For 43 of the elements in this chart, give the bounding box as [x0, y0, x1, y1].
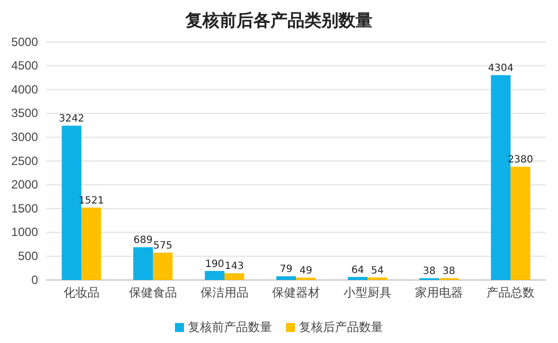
- x-tick-label: 保洁用品: [200, 286, 248, 300]
- data-label: 4304: [488, 63, 514, 74]
- y-tick-label: 1000: [11, 225, 38, 240]
- y-tick-label: 2500: [11, 154, 38, 168]
- x-tick-label: 小型厨具: [344, 286, 392, 300]
- y-tick-label: 4500: [11, 58, 38, 73]
- bar: [81, 208, 102, 280]
- x-tick-label: 家用电器: [415, 286, 464, 300]
- data-label: 38: [422, 266, 436, 278]
- x-tick-label: 化妆品: [63, 286, 100, 300]
- legend-label: 复核前产品数量: [188, 320, 272, 334]
- bar: [510, 166, 530, 280]
- y-tick-label: 500: [18, 249, 38, 264]
- y-tick-label: 1500: [11, 201, 38, 216]
- data-label: 49: [299, 266, 312, 277]
- x-tick-label: 保健食品: [128, 286, 177, 300]
- bar: [368, 277, 388, 280]
- data-label: 190: [205, 258, 224, 270]
- data-label: 64: [351, 264, 364, 276]
- bar: [133, 247, 153, 280]
- y-tick-label: 4000: [11, 82, 38, 96]
- data-label: 689: [134, 235, 153, 246]
- y-tick-label: 2000: [11, 178, 38, 192]
- bar: [224, 273, 244, 280]
- y-tick-label: 3000: [11, 130, 38, 144]
- data-label: 143: [224, 261, 244, 272]
- x-tick-label: 产品总数: [486, 286, 535, 300]
- data-label: 38: [442, 266, 456, 278]
- data-label: 3242: [58, 114, 84, 125]
- data-label: 575: [153, 240, 172, 252]
- chart-title: 复核前后各产品类别数量: [184, 11, 372, 31]
- bar: [204, 270, 224, 280]
- y-tick-label: 3500: [11, 106, 38, 120]
- legend-label: 复核后产品数量: [299, 320, 383, 334]
- data-label: 54: [371, 265, 384, 276]
- bar: [348, 276, 368, 280]
- y-tick-label: 0: [31, 272, 38, 287]
- data-label: 79: [280, 264, 293, 276]
- x-tick-label: 保健器材: [272, 286, 320, 300]
- bar: [62, 126, 82, 280]
- bar: [276, 276, 296, 280]
- bar: [152, 252, 173, 280]
- y-tick-label: 5000: [11, 34, 38, 49]
